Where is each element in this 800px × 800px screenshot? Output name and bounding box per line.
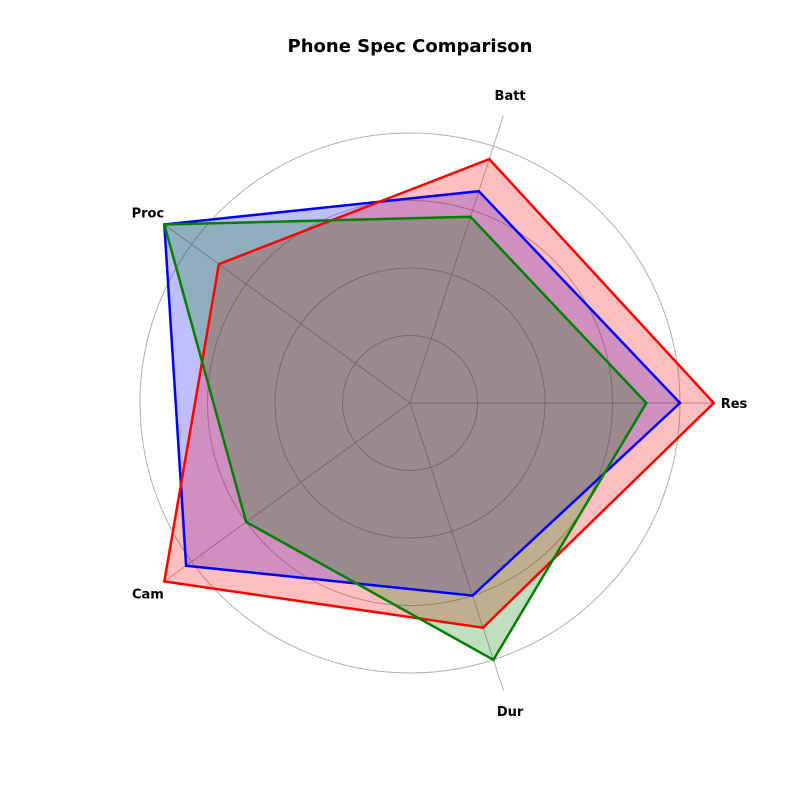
spoke-cam: [165, 402, 411, 582]
axis-label-dur: Dur: [497, 705, 524, 720]
axis-label-cam: Cam: [132, 587, 164, 602]
spoke-proc: [165, 224, 411, 404]
radar-series: [162, 157, 716, 662]
chart-title: Phone Spec Comparison: [287, 36, 533, 57]
series-1-area: [164, 191, 681, 596]
axis-label-res: Res: [721, 397, 748, 412]
series-3-area: [164, 216, 647, 660]
series-1-line: [162, 189, 682, 597]
spoke-batt: [409, 115, 504, 404]
axis-label-batt: Batt: [495, 89, 526, 104]
axis-label-proc: Proc: [132, 207, 165, 222]
radar-axis-labels: Res Batt Proc Cam Dur: [132, 89, 748, 720]
spoke-dur: [409, 402, 504, 691]
series-3-line: [162, 215, 648, 662]
series-2-line: [162, 157, 716, 630]
series-2-area: [164, 159, 714, 628]
